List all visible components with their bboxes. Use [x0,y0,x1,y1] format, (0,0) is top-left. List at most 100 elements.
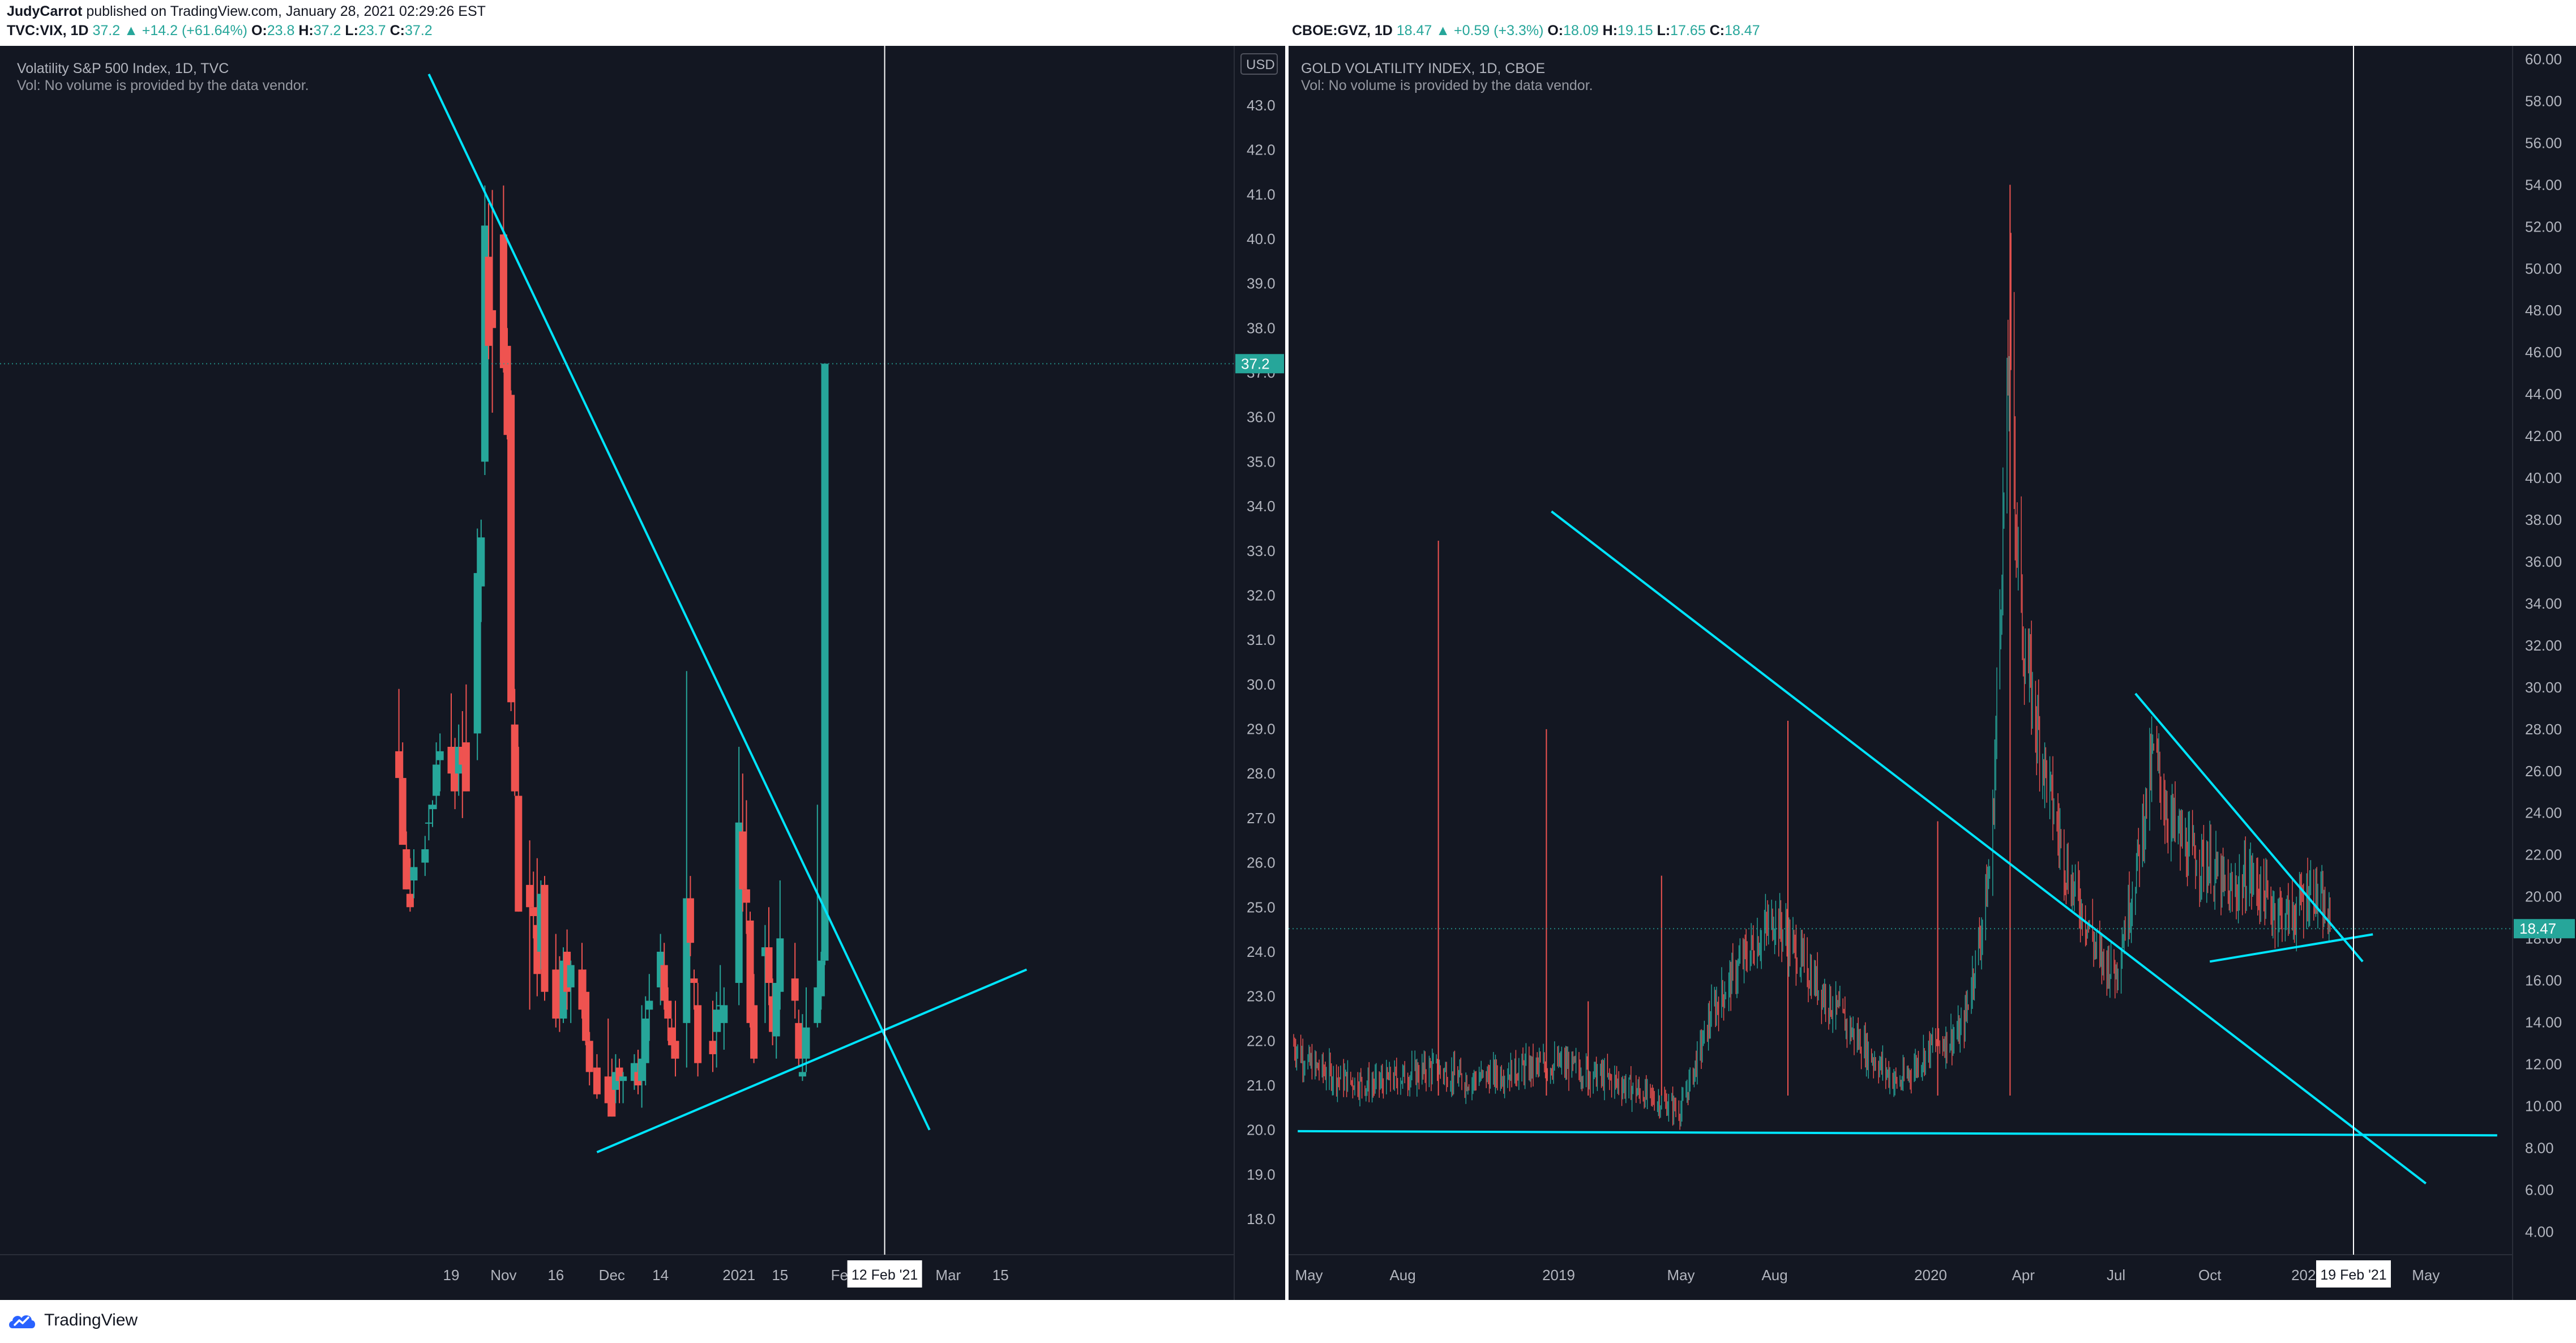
y-tick-label: 29.0 [1247,721,1276,738]
y-tick-label: 58.00 [2525,92,2562,109]
author-name[interactable]: JudyCarrot [7,3,83,19]
y-tick-label: 12.00 [2525,1055,2562,1072]
vix-o-label: O: [251,23,267,39]
x-tick-label: 2019 [1542,1267,1575,1284]
trendline-descending-short [2134,692,2364,963]
candle-body [739,831,747,889]
y-tick-label: 16.00 [2525,972,2562,989]
y-tick-label: 20.00 [2525,888,2562,905]
candle-body [660,965,668,1001]
y-tick-label: 14.00 [2525,1014,2562,1031]
vix-symbol[interactable]: TVC:VIX, 1D [7,23,89,39]
candle-body [436,751,444,760]
brand-name: TradingView [44,1311,138,1329]
candle-body [776,938,784,992]
y-tick-label: 33.0 [1247,542,1276,559]
y-tick-label: 28.0 [1247,765,1276,782]
gvz-open: 18.09 [1563,23,1599,39]
x-tick-label: Jul [2107,1267,2125,1284]
gvz-chart-panel[interactable]: 4.00 6.00 8.00 10.00 12.00 14.00 16.00 18.00 20.… [1289,46,2576,1300]
crosshair-date-label: 19 Feb '21 [2320,1267,2386,1283]
gvz-symbol[interactable]: CBOE:GVZ, 1D [1292,23,1393,39]
candle-body [709,1041,717,1054]
candle-body [772,983,780,1037]
panel-divider[interactable] [1285,46,1289,1300]
last-price-label: 18.47 [2519,920,2556,937]
vix-c-label: C: [390,23,405,39]
y-tick-label: 60.00 [2525,50,2562,67]
vix-chart-panel[interactable]: 18.0 19.0 20.0 21.0 22.0 23.0 24.0 25.0 26.0 27.0… [0,46,1285,1300]
y-tick-label: 39.0 [1247,275,1276,292]
y-tick-label: 31.0 [1247,631,1276,648]
trendline-rising-short [2209,933,2373,963]
candle-body [410,867,418,881]
candle-body [507,395,515,703]
candle-body [720,1005,728,1023]
vix-l-label: L: [345,23,358,39]
y-tick-label: 32.0 [1247,587,1276,604]
tradingview-cloud-icon [9,1315,35,1328]
trendline-ascending-support [596,968,1028,1153]
vix-volume-note: Vol: No volume is provided by the data v… [17,78,309,93]
x-tick-label: 14 [652,1267,669,1284]
currency-badge [1240,53,1278,75]
x-tick-label: 15 [772,1267,788,1284]
y-tick-label: 23.0 [1247,988,1276,1005]
y-tick-label: 22.00 [2525,846,2562,863]
candle-body [713,1010,721,1032]
footer-bar: TradingView [0,1300,2576,1343]
y-tick-label: 25.0 [1247,899,1276,916]
candle-body [406,893,414,908]
y-tick-label: 32.00 [2525,637,2562,654]
y-tick-label: 30.0 [1247,676,1276,693]
y-tick-label: 6.00 [2525,1181,2554,1198]
publish-info: JudyCarrot published on TradingView.com,… [7,3,486,20]
gvz-last-price: 18.47 [1396,23,1432,39]
x-tick-label: 2021 [722,1267,755,1284]
gvz-o-label: O: [1547,23,1564,39]
candle-body [765,947,773,983]
tradingview-logo[interactable]: TradingView [7,1309,138,1332]
vix-chart-svg[interactable]: 18.0 19.0 20.0 21.0 22.0 23.0 24.0 25.0 26.0 27.0… [0,46,1285,1300]
candle-body [750,1005,758,1059]
currency-label: USD [1246,57,1275,72]
published-text: published on TradingView.com, January 28… [86,3,486,19]
y-tick-label: 26.00 [2525,763,2562,780]
gvz-low: 17.65 [1670,23,1706,39]
x-tick-label: 202 [2291,1267,2316,1284]
gvz-close: 18.47 [1725,23,1760,39]
candle-body [529,907,537,916]
candle-body [802,1027,810,1059]
x-tick-label: Oct [2198,1267,2222,1284]
crosshair-date-tag [2316,1260,2391,1288]
gvz-chart-svg[interactable]: 4.006.008.0010.0012.0014.0016.0018.0020.… [1289,46,2576,1300]
candle-body [821,363,829,961]
candle-body [686,898,694,943]
gvz-change: +0.59 (+3.3%) [1453,23,1544,39]
candle-body [638,1058,646,1081]
y-tick-label: 56.00 [2525,134,2562,151]
crosshair-date-tag [847,1260,922,1288]
y-tick-label: 38.0 [1247,319,1276,336]
x-tick-label: May [1295,1267,1323,1284]
candle-body [399,778,406,845]
x-tick-label: Mar [935,1267,961,1284]
y-tick-label: 43.0 [1247,97,1276,114]
y-tick-label: 24.0 [1247,943,1276,960]
candle-body [694,1005,702,1063]
candle-body [511,724,519,792]
candle-body [746,920,754,1023]
last-price-label: 37.2 [1241,355,1270,372]
x-tick-label: 15 [992,1267,1009,1284]
y-tick-label: 41.0 [1247,186,1276,203]
y-tick-label: 27.0 [1247,810,1276,827]
candle-body [541,884,549,992]
candle-body [619,1076,627,1081]
vix-h-label: H: [298,23,314,39]
plot-area [1289,46,2513,1255]
x-tick-label: Apr [2012,1267,2035,1284]
y-tick-label: 34.00 [2525,595,2562,612]
y-tick-label: 40.0 [1247,230,1276,247]
price-series [1293,185,2331,1130]
x-tick-label: May [1667,1267,1694,1284]
